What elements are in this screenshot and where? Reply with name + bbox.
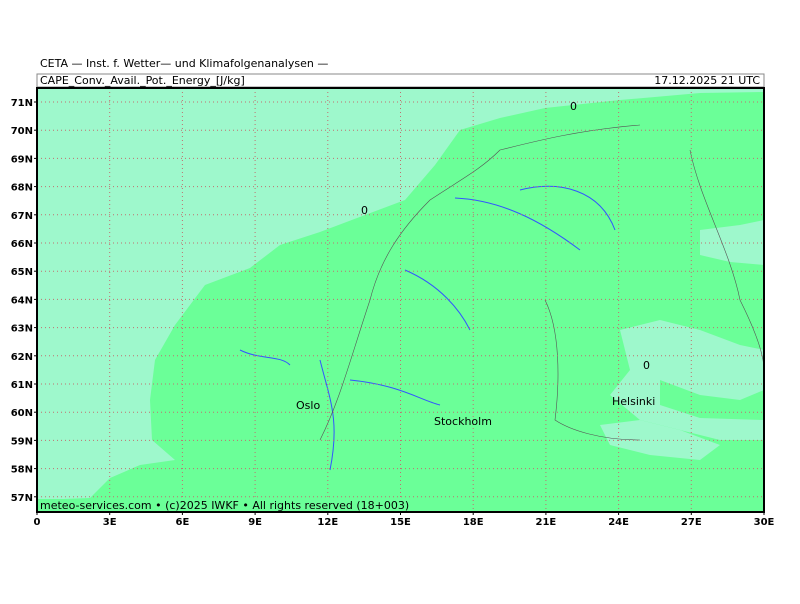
light-area bbox=[37, 225, 60, 245]
contour-label: 0 bbox=[361, 204, 368, 217]
city-label: Oslo bbox=[296, 399, 320, 412]
city-label: Helsinki bbox=[612, 395, 655, 408]
lon-label: 27E bbox=[681, 517, 702, 528]
light-area bbox=[700, 220, 764, 265]
lon-label: 0 bbox=[34, 517, 41, 528]
lat-label: 65N bbox=[11, 267, 33, 278]
city-label: Stockholm bbox=[434, 415, 492, 428]
source: CETA — Inst. f. Wetter— und Klimafolgena… bbox=[40, 57, 328, 70]
lat-label: 57N bbox=[11, 493, 33, 504]
footer: meteo-services.com • (c)2025 IWKF • All … bbox=[40, 499, 409, 512]
cape-area bbox=[660, 380, 764, 420]
lon-label: 9E bbox=[248, 517, 262, 528]
lon-label: 24E bbox=[608, 517, 629, 528]
light-area bbox=[37, 445, 95, 472]
lat-label: 58N bbox=[11, 465, 33, 476]
lat-label: 66N bbox=[11, 239, 33, 250]
lon-label: 18E bbox=[463, 517, 484, 528]
lat-label: 62N bbox=[11, 352, 33, 363]
lat-label: 70N bbox=[11, 126, 33, 137]
borders bbox=[319, 124, 765, 441]
grid bbox=[37, 88, 764, 512]
contour-label: 0 bbox=[570, 100, 577, 113]
date: 17.12.2025 21 UTC bbox=[654, 74, 760, 87]
lon-label: 30E bbox=[754, 517, 775, 528]
lon-label: 15E bbox=[390, 517, 411, 528]
light-area bbox=[600, 420, 720, 460]
cape-area bbox=[37, 92, 764, 512]
title: CAPE_Conv._Avail._Pot._Energy_[J/kg] bbox=[40, 74, 245, 87]
lat-label: 69N bbox=[11, 154, 33, 165]
axes: 71N 70N 69N 68N 67N 66N 65N 64N 63N 62N 61N 60N 59N 5… bbox=[11, 98, 775, 528]
footer-bg bbox=[38, 499, 438, 511]
rivers bbox=[239, 185, 616, 471]
lat-label: 68N bbox=[11, 183, 33, 194]
lat-label: 59N bbox=[11, 436, 33, 447]
lon-label: 3E bbox=[103, 517, 117, 528]
map: Oslo Stockholm Helsinki 0 0 0 meteo-serv… bbox=[36, 87, 765, 513]
light-area bbox=[175, 185, 245, 230]
contour-label: 0 bbox=[643, 359, 650, 372]
lat-label: 60N bbox=[11, 408, 33, 419]
lon-label: 6E bbox=[176, 517, 190, 528]
lon-label: 21E bbox=[536, 517, 557, 528]
lat-label: 64N bbox=[11, 295, 33, 306]
lat-label: 61N bbox=[11, 380, 33, 391]
lat-label: 71N bbox=[11, 98, 33, 109]
lat-label: 63N bbox=[11, 324, 33, 335]
lat-label: 67N bbox=[11, 211, 33, 222]
lon-label: 12E bbox=[317, 517, 338, 528]
